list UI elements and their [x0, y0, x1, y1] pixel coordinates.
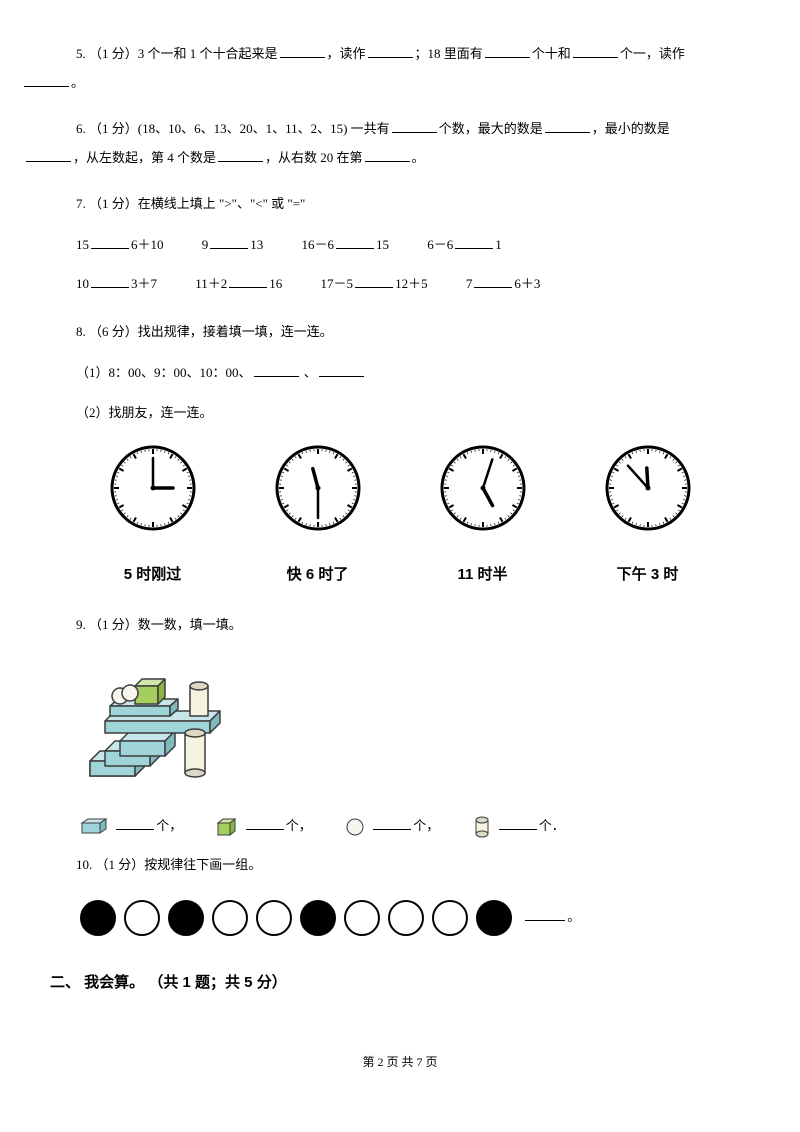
shape-count-row: 个， 个， 个， 个． — [80, 812, 750, 841]
empty-circle-icon — [124, 900, 160, 936]
blank[interactable] — [455, 234, 493, 249]
empty-circle-icon — [256, 900, 292, 936]
blank[interactable] — [246, 815, 284, 830]
shapes-figure — [80, 651, 750, 802]
sphere-icon — [345, 817, 365, 837]
question-9-title: 9. （1 分）数一数，填一填。 — [50, 611, 750, 640]
blank[interactable] — [319, 362, 364, 377]
blank[interactable] — [392, 118, 437, 133]
empty-circle-icon — [344, 900, 380, 936]
q8-sub2: （2）找朋友，连一连。 — [50, 399, 750, 428]
blank[interactable] — [116, 815, 154, 830]
q7-row2: 103＋7 11＋216 17－512＋5 76＋3 — [50, 270, 750, 299]
q7-row1: 156＋10 913 16－615 6－61 — [50, 231, 750, 260]
page-footer: 第 2 页 共 7 页 — [50, 1049, 750, 1075]
empty-circle-icon — [432, 900, 468, 936]
clock-label: 快 6 时了 — [273, 558, 363, 591]
clock-item[interactable]: 11 时半 — [438, 443, 528, 591]
filled-circle-icon — [300, 900, 336, 936]
cube-icon — [216, 816, 238, 838]
blank[interactable] — [545, 118, 590, 133]
blank[interactable] — [254, 362, 299, 377]
blank[interactable] — [485, 43, 530, 58]
blank[interactable] — [368, 43, 413, 58]
section-2-heading: 二、 我会算。 （共 1 题；共 5 分） — [50, 966, 750, 999]
clock-label: 下午 3 时 — [603, 558, 693, 591]
clocks-row: 5 时刚过 快 6 时了 11 时半 下午 3 时 — [70, 443, 730, 591]
blank[interactable] — [573, 43, 618, 58]
blank[interactable] — [365, 147, 410, 162]
clock-label: 11 时半 — [438, 558, 528, 591]
blank[interactable] — [474, 273, 512, 288]
filled-circle-icon — [168, 900, 204, 936]
clock-item[interactable]: 快 6 时了 — [273, 443, 363, 591]
clock-item[interactable]: 下午 3 时 — [603, 443, 693, 591]
empty-circle-icon — [388, 900, 424, 936]
pattern-row: 。 — [80, 900, 750, 936]
filled-circle-icon — [476, 900, 512, 936]
question-7-title: 7. （1 分）在横线上填上 ">"、"<" 或 "=" — [50, 190, 750, 219]
empty-circle-icon — [212, 900, 248, 936]
blank[interactable] — [355, 273, 393, 288]
blank[interactable] — [499, 815, 537, 830]
q5-text: 5. （1 分）3 个一和 1 个十合起来是 — [76, 46, 278, 61]
blank[interactable] — [373, 815, 411, 830]
clock-label: 5 时刚过 — [108, 558, 198, 591]
q8-sub1: （1）8：00、9：00、10：00、 、 — [50, 359, 750, 388]
blank[interactable] — [525, 906, 565, 921]
blank[interactable] — [91, 234, 129, 249]
cuboid-icon — [80, 817, 108, 837]
blank[interactable] — [210, 234, 248, 249]
question-6: 6. （1 分）(18、10、6、13、20、1、11、2、15) 一共有个数，… — [50, 115, 750, 172]
blank[interactable] — [26, 147, 71, 162]
question-10-title: 10. （1 分）按规律往下画一组。 — [50, 851, 750, 880]
clock-item[interactable]: 5 时刚过 — [108, 443, 198, 591]
blank[interactable] — [24, 72, 69, 87]
blank[interactable] — [336, 234, 374, 249]
filled-circle-icon — [80, 900, 116, 936]
question-5: 5. （1 分）3 个一和 1 个十合起来是，读作；18 里面有个十和个一，读作… — [50, 40, 750, 97]
cylinder-icon — [473, 815, 491, 839]
question-8-title: 8. （6 分）找出规律，接着填一填，连一连。 — [50, 318, 750, 347]
blank[interactable] — [280, 43, 325, 58]
blank[interactable] — [229, 273, 267, 288]
blank[interactable] — [218, 147, 263, 162]
blank[interactable] — [91, 273, 129, 288]
